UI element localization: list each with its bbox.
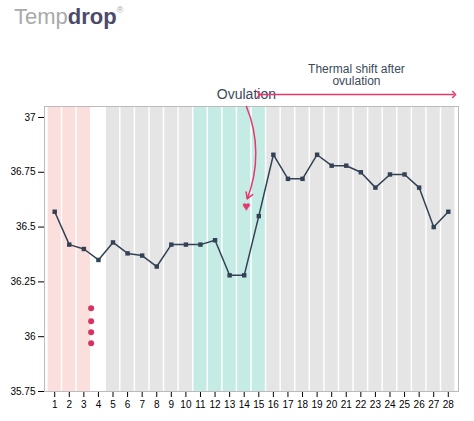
svg-text:5: 5: [110, 399, 116, 410]
svg-text:25: 25: [399, 399, 411, 410]
svg-text:22: 22: [355, 399, 367, 410]
svg-text:11: 11: [195, 399, 206, 410]
svg-text:3: 3: [81, 399, 87, 410]
svg-text:Thermal shift afterovulation: Thermal shift afterovulation: [308, 62, 405, 88]
svg-text:36: 36: [24, 331, 36, 342]
svg-text:37: 37: [24, 112, 36, 123]
svg-text:15: 15: [253, 399, 265, 410]
svg-text:36.5: 36.5: [16, 221, 36, 232]
svg-text:8: 8: [154, 399, 160, 410]
svg-text:♥: ♥: [242, 198, 250, 214]
svg-text:27: 27: [428, 399, 440, 410]
svg-text:12: 12: [209, 399, 221, 410]
svg-text:1: 1: [52, 399, 58, 410]
svg-text:18: 18: [297, 399, 309, 410]
svg-text:13: 13: [224, 399, 236, 410]
svg-text:14: 14: [239, 399, 251, 410]
svg-text:20: 20: [326, 399, 338, 410]
svg-text:36.75: 36.75: [10, 166, 35, 177]
svg-text:16: 16: [268, 399, 280, 410]
svg-text:9: 9: [169, 399, 175, 410]
html-text:Temp drop: Temp drop: [14, 4, 117, 29]
svg-text:28: 28: [443, 399, 455, 410]
svg-text:6: 6: [125, 399, 131, 410]
svg-text:35.75: 35.75: [10, 386, 35, 397]
svg-text:4: 4: [96, 399, 102, 410]
svg-text:Ovulation: Ovulation: [217, 86, 276, 102]
svg-text:2: 2: [67, 399, 73, 410]
svg-text:21: 21: [341, 399, 353, 410]
svg-text:24: 24: [384, 399, 396, 410]
svg-text:10: 10: [180, 399, 192, 410]
svg-text:19: 19: [312, 399, 324, 410]
svg-text:7: 7: [139, 399, 145, 410]
svg-text:23: 23: [370, 399, 382, 410]
svg-text:36.25: 36.25: [10, 276, 35, 287]
svg-text:26: 26: [414, 399, 426, 410]
svg-text:17: 17: [282, 399, 294, 410]
